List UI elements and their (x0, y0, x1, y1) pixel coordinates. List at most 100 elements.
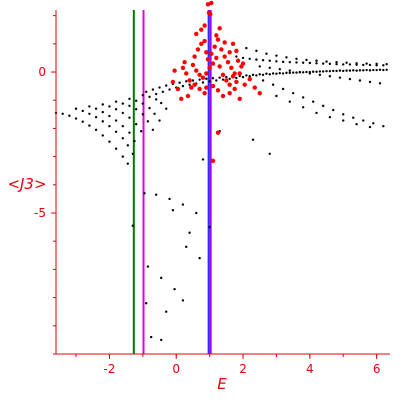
data-point (382, 68, 385, 72)
data-point (328, 69, 332, 73)
data-point (151, 88, 155, 91)
data-point (335, 62, 338, 66)
x-tick-label: 4 (306, 362, 314, 376)
data-point (217, 26, 222, 31)
data-point (385, 62, 388, 66)
data-point (228, 77, 231, 81)
data-point (288, 69, 291, 72)
data-point (165, 310, 168, 313)
data-point (155, 92, 158, 96)
data-point (234, 79, 239, 85)
data-point (108, 114, 111, 118)
data-point (224, 78, 229, 83)
data-point (365, 68, 368, 72)
data-point (285, 56, 288, 59)
data-point (160, 338, 163, 342)
data-point (217, 64, 222, 69)
data-point (74, 117, 78, 120)
data-point (308, 72, 312, 75)
data-point (121, 137, 125, 140)
data-point (195, 47, 201, 52)
data-point (255, 74, 258, 77)
x-axis-label: E (217, 375, 227, 393)
x-tick-label: 0 (172, 362, 180, 376)
data-point (199, 41, 204, 47)
data-point (209, 51, 214, 56)
data-point (194, 31, 199, 37)
data-point (141, 93, 145, 97)
data-point (121, 124, 125, 128)
data-point (153, 112, 156, 115)
data-point (148, 95, 151, 99)
data-point (241, 75, 245, 79)
data-point (227, 50, 232, 55)
data-point (225, 59, 231, 65)
data-point (268, 73, 271, 76)
data-point (210, 61, 216, 66)
data-point (139, 130, 143, 133)
data-point (255, 49, 258, 53)
data-point (265, 52, 268, 55)
data-point (205, 57, 211, 62)
data-point (151, 128, 155, 132)
data-point (170, 79, 176, 85)
data-point (251, 138, 255, 141)
data-point (181, 84, 185, 88)
y-axis-label: <J3> (7, 175, 46, 193)
data-point (318, 73, 322, 77)
data-point (328, 75, 332, 78)
data-point (348, 77, 352, 81)
data-point (114, 147, 118, 150)
data-point (355, 62, 358, 65)
data-point (295, 71, 298, 74)
data-point (301, 61, 305, 64)
data-point (94, 115, 98, 119)
data-point (88, 105, 91, 108)
data-point (291, 71, 295, 74)
data-point (101, 103, 104, 106)
data-point (368, 69, 372, 72)
data-point (322, 70, 325, 73)
data-point (88, 112, 91, 115)
data-point (342, 69, 345, 73)
data-point (108, 140, 111, 143)
axis-ticks: -2 0 2 4 6 0 -5 (34, 15, 380, 376)
data-point (81, 109, 84, 113)
data-point (315, 59, 318, 62)
data-point (81, 120, 84, 123)
data-point (352, 69, 355, 72)
data-point (108, 124, 111, 128)
data-point (121, 111, 125, 115)
data-point (134, 122, 138, 126)
data-point (298, 70, 302, 74)
data-point (204, 50, 209, 55)
data-point (200, 75, 206, 80)
data-point (61, 112, 64, 115)
data-point (295, 61, 298, 64)
data-point (114, 100, 118, 103)
data-point (348, 63, 352, 66)
data-point (275, 72, 278, 75)
data-point (230, 41, 236, 47)
data-point (165, 84, 168, 87)
data-point (141, 113, 145, 116)
data-point (201, 158, 205, 161)
data-point (257, 90, 262, 96)
data-point (215, 88, 221, 93)
data-point (180, 65, 186, 71)
data-point (258, 65, 261, 68)
data-point (362, 63, 365, 67)
data-point (205, 2, 211, 7)
data-point (215, 79, 218, 82)
data-point (88, 124, 91, 127)
data-point (131, 152, 135, 156)
data-point (185, 93, 191, 99)
data-point (121, 155, 125, 158)
data-point (242, 82, 247, 87)
data-point (268, 152, 271, 156)
data-point (281, 72, 285, 75)
data-point (182, 59, 187, 65)
data-point (173, 287, 176, 291)
data-point (220, 93, 226, 99)
